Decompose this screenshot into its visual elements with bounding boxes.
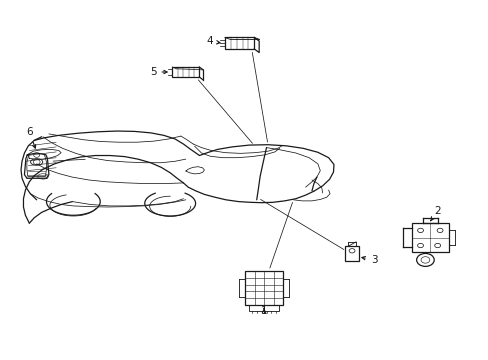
Bar — [172, 67, 199, 77]
Text: 3: 3 — [361, 255, 377, 265]
Text: 5: 5 — [149, 67, 167, 77]
Bar — [345, 246, 358, 261]
Bar — [244, 271, 283, 305]
Bar — [224, 37, 254, 49]
Bar — [249, 305, 278, 310]
Text: 2: 2 — [430, 206, 440, 221]
Bar — [411, 223, 447, 252]
Text: 1: 1 — [260, 306, 267, 316]
Text: 6: 6 — [26, 127, 36, 148]
Text: 4: 4 — [205, 36, 220, 46]
